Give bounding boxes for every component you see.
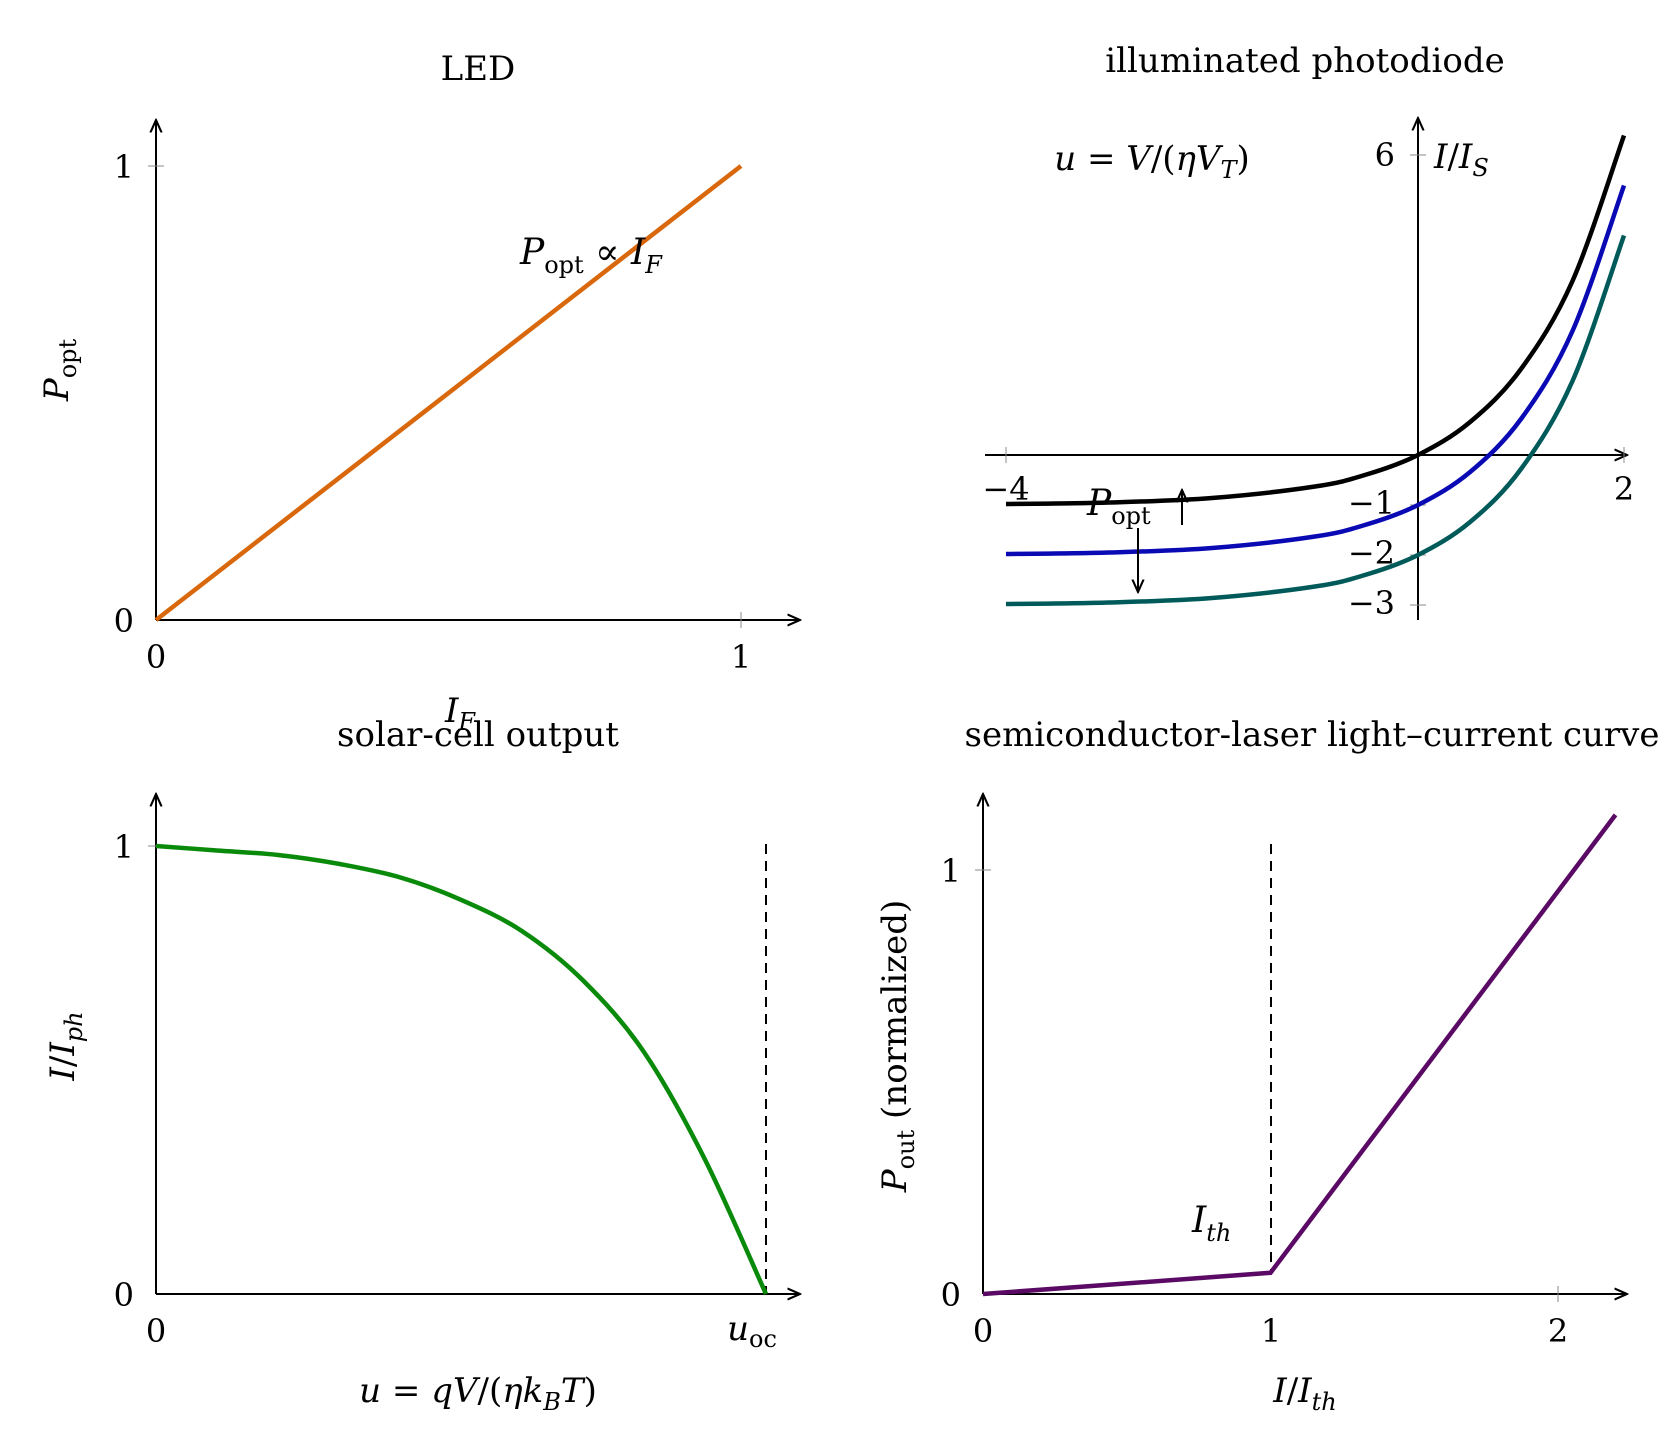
laser-title: semiconductor-laser light–current curve: [965, 715, 1660, 755]
solar-series-line: [155, 843, 769, 1295]
photodiode-ytick-label-neg3: −3: [1348, 584, 1395, 622]
panel-led: LED 0 1 0 1 IF Popt Popt ∝ IF: [37, 49, 800, 736]
photodiode-series-2-line: [1005, 234, 1627, 607]
solar-ytick-label-0: 0: [114, 1276, 134, 1314]
photodiode-annotation: Popt: [1086, 483, 1151, 530]
laser-xtick-label-2: 2: [1548, 1312, 1568, 1350]
laser-x-label: I/Ith: [1272, 1371, 1336, 1416]
panel-laser: semiconductor-laser light–current curve …: [875, 715, 1659, 1416]
solar-x-label: u = qV/(ηkBT): [359, 1371, 597, 1416]
laser-y-label: Pout (normalized): [875, 900, 920, 1193]
panel-photodiode: illuminated photodiode −4 2 6 −1 −2 −3 u…: [982, 41, 1634, 622]
photodiode-title: illuminated photodiode: [1105, 41, 1504, 81]
led-xtick-label-1: 1: [731, 638, 751, 676]
laser-ytick-label-1: 1: [941, 852, 961, 890]
laser-ytick-label-0: 0: [941, 1276, 961, 1314]
solar-title: solar-cell output: [337, 715, 619, 755]
led-ytick-label-0: 0: [114, 602, 134, 640]
solar-xtick-label-uoc: uoc: [727, 1309, 777, 1353]
led-ytick-label-1: 1: [114, 148, 134, 186]
photodiode-x-label: u = V/(ηVT): [1054, 139, 1250, 184]
solar-xtick-label-0: 0: [146, 1312, 166, 1350]
solar-ytick-label-1: 1: [114, 828, 134, 866]
panel-solar: solar-cell output 0 uoc 0 1 u = qV/(ηkBT…: [43, 715, 800, 1416]
laser-xtick-label-0: 0: [973, 1312, 993, 1350]
photodiode-series-1-line: [1005, 184, 1627, 557]
led-xtick-label-0: 0: [146, 638, 166, 676]
solar-y-label: I/Iph: [43, 1011, 88, 1081]
led-annotation: Popt ∝ IF: [519, 232, 663, 279]
photodiode-series-0-line: [1005, 134, 1627, 507]
photodiode-ytick-label-6: 6: [1375, 136, 1395, 174]
led-y-label: Popt: [37, 338, 82, 402]
led-series-line: [154, 164, 743, 622]
photodiode-xtick-label-2: 2: [1614, 470, 1634, 508]
laser-annotation: Ith: [1191, 1200, 1231, 1247]
photodiode-y-label: I/IS: [1433, 137, 1489, 182]
laser-xtick-label-1: 1: [1261, 1312, 1281, 1350]
led-title: LED: [441, 49, 516, 89]
laser-series-line: [982, 813, 1618, 1297]
